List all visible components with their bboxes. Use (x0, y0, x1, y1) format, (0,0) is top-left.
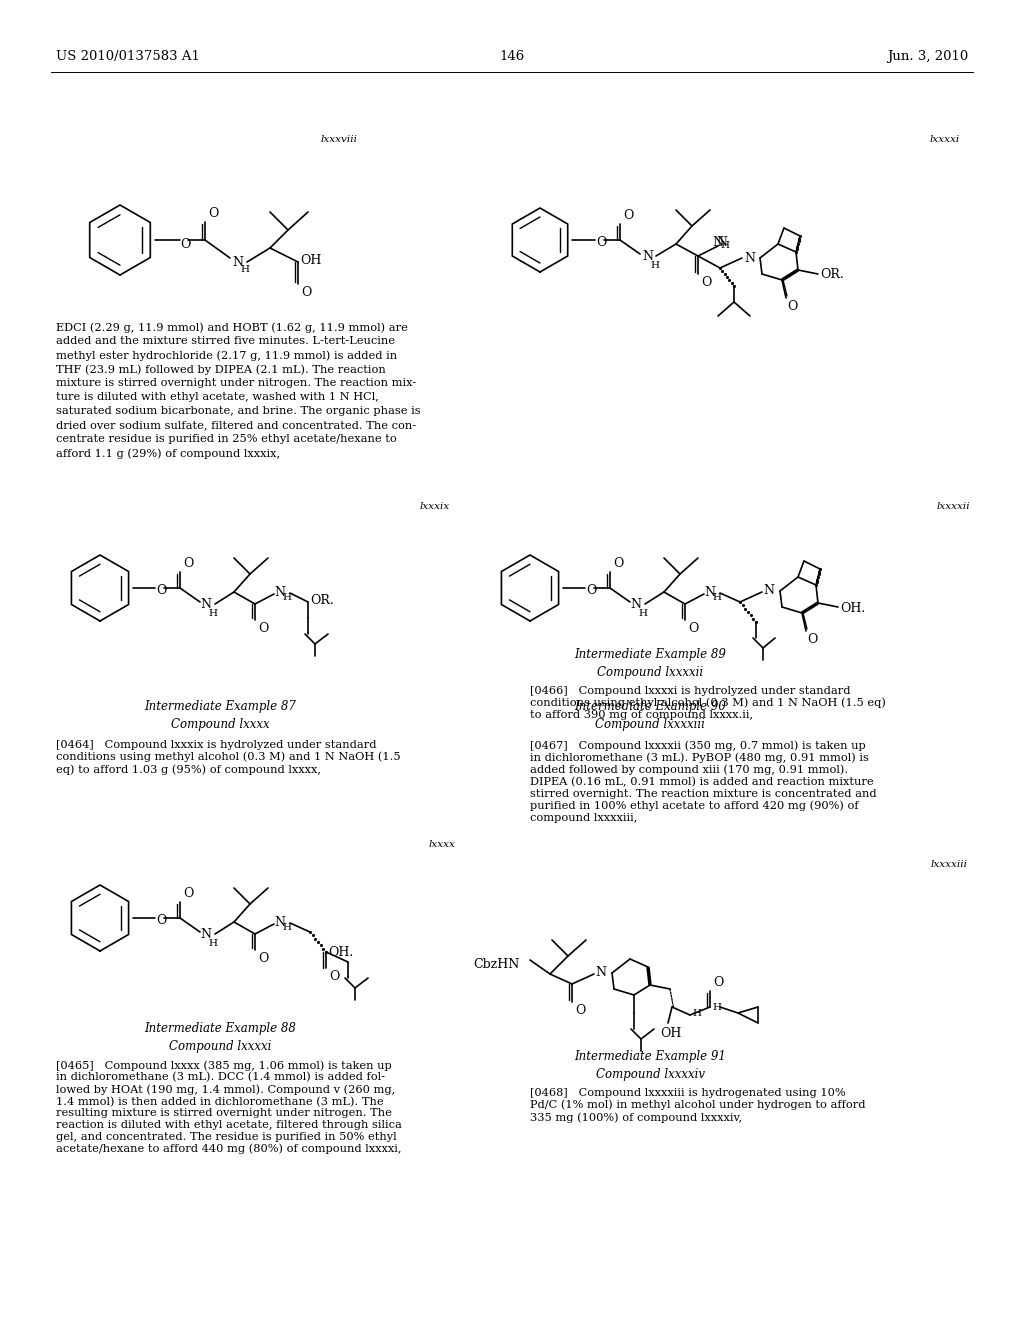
Text: N: N (712, 235, 723, 248)
Text: N: N (200, 928, 211, 941)
Text: N: N (642, 251, 653, 264)
Text: lxxxx: lxxxx (428, 840, 455, 849)
Text: H: H (240, 265, 249, 275)
Text: EDCI (2.29 g, 11.9 mmol) and HOBT (1.62 g, 11.9 mmol) are: EDCI (2.29 g, 11.9 mmol) and HOBT (1.62 … (56, 322, 408, 333)
Text: methyl ester hydrochloride (2.17 g, 11.9 mmol) is added in: methyl ester hydrochloride (2.17 g, 11.9… (56, 350, 397, 360)
Text: Jun. 3, 2010: Jun. 3, 2010 (887, 50, 968, 63)
Text: O: O (787, 300, 798, 313)
Text: afford 1.1 g (29%) of compound lxxxix,: afford 1.1 g (29%) of compound lxxxix, (56, 447, 281, 458)
Text: N: N (744, 252, 755, 264)
Text: [0467]   Compound lxxxxii (350 mg, 0.7 mmol) is taken up
in dichloromethane (3 m: [0467] Compound lxxxxii (350 mg, 0.7 mmo… (530, 741, 877, 822)
Text: O: O (183, 557, 194, 570)
Text: Compound lxxxxi: Compound lxxxxi (169, 1040, 271, 1053)
Text: H: H (282, 594, 291, 602)
Text: O: O (180, 238, 190, 251)
Text: lxxxviii: lxxxviii (321, 135, 358, 144)
Text: saturated sodium bicarbonate, and brine. The organic phase is: saturated sodium bicarbonate, and brine.… (56, 407, 421, 416)
Text: Intermediate Example 91: Intermediate Example 91 (574, 1049, 726, 1063)
Text: lxxxxi: lxxxxi (930, 135, 961, 144)
Text: Intermediate Example 88: Intermediate Example 88 (144, 1022, 296, 1035)
Text: Intermediate Example 89: Intermediate Example 89 (574, 648, 726, 661)
Text: Intermediate Example 90: Intermediate Example 90 (574, 700, 726, 713)
Text: O: O (713, 975, 723, 989)
Text: O: O (208, 207, 218, 220)
Text: O: O (183, 887, 194, 900)
Text: [0464]   Compound lxxxix is hydrolyzed under standard
conditions using methyl al: [0464] Compound lxxxix is hydrolyzed und… (56, 741, 400, 775)
Text: H: H (712, 1002, 721, 1011)
Text: O: O (586, 585, 596, 598)
Text: added and the mixture stirred five minutes. L-tert-Leucine: added and the mixture stirred five minut… (56, 337, 395, 346)
Text: Compound lxxxxiii: Compound lxxxxiii (595, 718, 705, 731)
Text: centrate residue is purified in 25% ethyl acetate/hexane to: centrate residue is purified in 25% ethy… (56, 434, 396, 444)
Text: H: H (208, 609, 217, 618)
Text: H: H (638, 609, 647, 618)
Text: OH: OH (300, 253, 322, 267)
Text: O: O (258, 622, 268, 635)
Text: N: N (705, 586, 715, 598)
Text: [0466]   Compound lxxxxi is hydrolyzed under standard
conditions using ethyl alc: [0466] Compound lxxxxi is hydrolyzed und… (530, 686, 886, 719)
Text: H: H (720, 240, 729, 249)
Text: O: O (301, 286, 311, 300)
Text: O: O (807, 634, 817, 645)
Text: H: H (712, 594, 721, 602)
Text: N: N (630, 598, 641, 611)
Text: O: O (156, 585, 166, 598)
Text: lxxxix: lxxxix (420, 502, 450, 511)
Text: lxxxxiii: lxxxxiii (931, 861, 968, 869)
Text: N: N (200, 598, 211, 611)
Text: lxxxxii: lxxxxii (936, 502, 970, 511)
Text: O: O (623, 209, 634, 222)
Text: dried over sodium sulfate, filtered and concentrated. The con-: dried over sodium sulfate, filtered and … (56, 420, 416, 430)
Text: 146: 146 (500, 50, 524, 63)
Text: O: O (596, 236, 606, 249)
Text: O: O (156, 915, 166, 928)
Text: Intermediate Example 87: Intermediate Example 87 (144, 700, 296, 713)
Text: OH.: OH. (840, 602, 865, 615)
Text: THF (23.9 mL) followed by DIPEA (2.1 mL). The reaction: THF (23.9 mL) followed by DIPEA (2.1 mL)… (56, 364, 386, 375)
Text: H: H (208, 939, 217, 948)
Text: OH.: OH. (328, 946, 353, 960)
Text: O: O (575, 1005, 586, 1016)
Text: O: O (701, 276, 712, 289)
Text: N: N (716, 235, 727, 248)
Text: [0465]   Compound lxxxx (385 mg, 1.06 mmol) is taken up
in dichloromethane (3 mL: [0465] Compound lxxxx (385 mg, 1.06 mmol… (56, 1060, 401, 1154)
Text: N: N (232, 256, 243, 268)
Text: OR.: OR. (310, 594, 334, 606)
Text: mixture is stirred overnight under nitrogen. The reaction mix-: mixture is stirred overnight under nitro… (56, 378, 416, 388)
Text: N: N (595, 966, 606, 979)
Text: Compound lxxxx: Compound lxxxx (171, 718, 269, 731)
Text: CbzHN: CbzHN (474, 958, 520, 972)
Text: Compound lxxxxii: Compound lxxxxii (597, 667, 703, 678)
Text: [0468]   Compound lxxxxiii is hydrogenated using 10%
Pd/C (1% mol) in methyl alc: [0468] Compound lxxxxiii is hydrogenated… (530, 1088, 865, 1122)
Text: O: O (688, 622, 698, 635)
Text: H: H (282, 924, 291, 932)
Text: N: N (274, 586, 285, 598)
Text: H: H (692, 1008, 701, 1018)
Text: ture is diluted with ethyl acetate, washed with 1 N HCl,: ture is diluted with ethyl acetate, wash… (56, 392, 379, 403)
Text: O: O (258, 952, 268, 965)
Text: OH: OH (660, 1027, 681, 1040)
Text: Compound lxxxxiv: Compound lxxxxiv (596, 1068, 705, 1081)
Text: US 2010/0137583 A1: US 2010/0137583 A1 (56, 50, 200, 63)
Text: H: H (650, 260, 659, 269)
Text: O: O (329, 970, 339, 983)
Text: N: N (274, 916, 285, 928)
Text: OR.: OR. (820, 268, 844, 281)
Text: N: N (763, 585, 774, 598)
Text: O: O (613, 557, 624, 570)
